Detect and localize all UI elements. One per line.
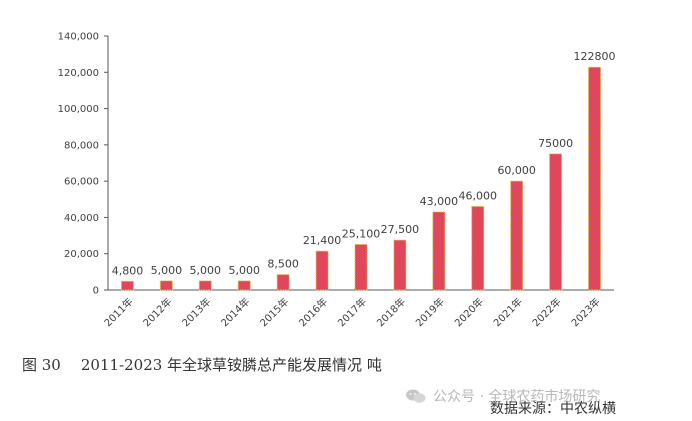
bar	[588, 66, 602, 291]
data-label: 5,000	[228, 264, 260, 277]
data-label: 46,000	[459, 190, 498, 203]
x-tick-label: 2012年	[140, 295, 174, 329]
x-tick-label: 2016年	[296, 295, 330, 329]
data-label: 27,500	[381, 223, 420, 236]
data-label: 8,500	[267, 258, 299, 271]
y-tick-label: 0	[93, 286, 99, 297]
y-tick-label: 80,000	[64, 140, 99, 151]
figure-caption: 图 30 2011-2023 年全球草铵膦总产能发展情况 吨	[22, 354, 382, 375]
bar	[159, 280, 173, 291]
watermark: 公众号 · 全球农药市场研究	[405, 386, 600, 406]
bars	[120, 66, 602, 291]
bar	[120, 280, 134, 291]
x-tick-label: 2022年	[529, 295, 563, 329]
y-ticks: 0 20,000 40,000 60,000 80,000 100,000 120,000 1…	[58, 32, 108, 297]
bar-chart: 0 20,000 40,000 60,000 80,000 100,000 120,000 1…	[58, 32, 616, 330]
figure-number: 图 30	[22, 356, 61, 374]
x-tick-label: 2017年	[335, 295, 369, 329]
wechat-icon	[406, 389, 426, 403]
x-tick-label: 2013年	[179, 295, 213, 329]
x-tick-label: 2021年	[491, 295, 525, 329]
y-tick-label: 20,000	[64, 249, 99, 260]
x-tick-label: 2015年	[257, 295, 291, 329]
y-tick-label: 120,000	[58, 68, 99, 79]
bar	[315, 250, 329, 291]
x-tick-label: 2023年	[568, 295, 602, 329]
bar	[237, 280, 251, 291]
data-label: 75000	[538, 137, 573, 150]
bar	[354, 243, 368, 291]
y-tick-label: 140,000	[58, 32, 99, 43]
y-tick-label: 60,000	[64, 177, 99, 188]
data-label: 60,000	[497, 164, 536, 177]
data-label: 21,400	[303, 234, 342, 247]
bar	[471, 206, 485, 291]
data-label: 122800	[574, 50, 616, 63]
data-label: 4,800	[112, 264, 144, 277]
y-tick-label: 40,000	[64, 213, 99, 224]
data-label: 25,100	[342, 227, 381, 240]
data-source: 数据来源：中农纵横	[490, 401, 616, 417]
x-ticks: 2011年 2012年 2013年 2014年 2015年 2016年 2017年 2018年…	[101, 295, 602, 329]
bar	[276, 274, 290, 291]
data-label: 5,000	[190, 264, 222, 277]
figure-caption-text: 2011-2023 年全球草铵膦总产能发展情况 吨	[80, 356, 382, 374]
x-tick-label: 2019年	[413, 295, 447, 329]
y-tick-label: 100,000	[58, 104, 99, 115]
x-tick-label: 2014年	[218, 295, 252, 329]
bar	[393, 239, 407, 291]
x-tick-label: 2020年	[452, 295, 486, 329]
x-tick-label: 2011年	[101, 295, 135, 329]
bar	[198, 280, 212, 291]
watermark-text: 公众号 · 全球农药市场研究	[433, 389, 601, 405]
data-label: 43,000	[420, 195, 459, 208]
x-tick-label: 2018年	[374, 295, 408, 329]
data-label: 5,000	[151, 264, 183, 277]
bar	[549, 153, 563, 291]
bar	[510, 180, 524, 291]
bar	[432, 211, 446, 291]
